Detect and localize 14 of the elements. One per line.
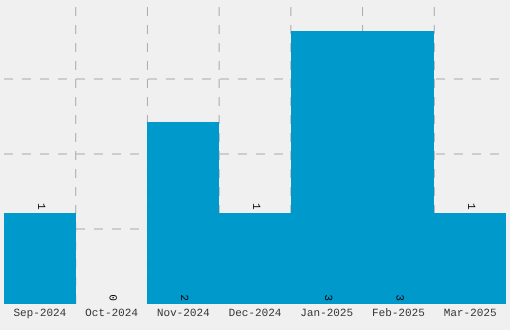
x-tick-label: Dec-2024 <box>228 308 282 320</box>
data-label: 1 <box>249 203 261 210</box>
data-label: 3 <box>321 294 333 301</box>
x-tick-label: Sep-2024 <box>13 308 67 320</box>
x-tick-label: Oct-2024 <box>85 308 138 320</box>
data-label: 3 <box>392 294 404 301</box>
x-tick-label: Jan-2025 <box>300 308 354 320</box>
x-tick-label: Mar-2025 <box>444 308 497 320</box>
x-tick-label: Feb-2025 <box>372 308 425 320</box>
data-label: 0 <box>106 294 118 301</box>
data-label: 2 <box>177 294 189 301</box>
data-label: 1 <box>34 203 46 210</box>
data-label: 1 <box>464 203 476 210</box>
x-tick-label: Nov-2024 <box>156 308 210 320</box>
